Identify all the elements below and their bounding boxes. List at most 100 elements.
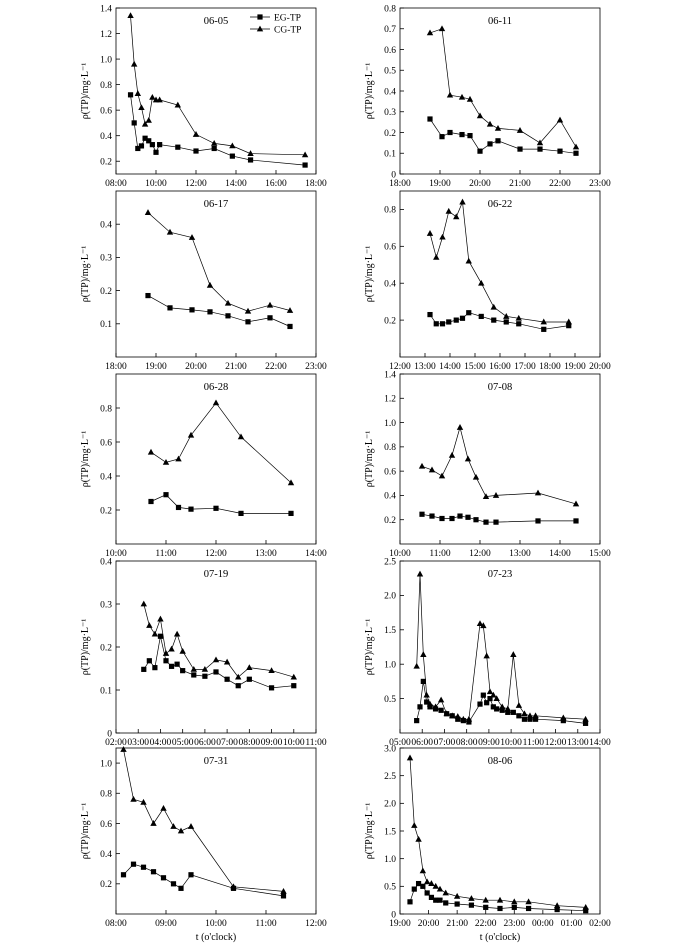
- data-point-triangle: [286, 307, 294, 313]
- data-point-triangle: [423, 691, 430, 698]
- data-point-square: [142, 135, 148, 141]
- data-point-triangle: [426, 230, 434, 236]
- data-point-square: [457, 513, 463, 519]
- data-point-square: [477, 148, 483, 154]
- series-line: [150, 494, 291, 514]
- data-point-square: [428, 894, 435, 900]
- y-tick-label: 2.0: [384, 800, 396, 810]
- data-point-triangle: [235, 673, 242, 680]
- data-point-square: [459, 131, 465, 138]
- data-point-triangle: [443, 710, 450, 717]
- data-point-triangle: [173, 630, 181, 637]
- plot-frame: [115, 560, 317, 734]
- data-point-triangle: [190, 665, 197, 672]
- x-tick-label: 18:00: [105, 362, 127, 372]
- data-point-triangle: [453, 892, 461, 899]
- data-point-triangle: [162, 650, 170, 656]
- y-tick-label: 0.7: [384, 25, 396, 35]
- legend-marker-eg: [257, 14, 263, 20]
- data-point-triangle: [556, 116, 564, 123]
- series-line: [416, 574, 586, 720]
- data-point-square: [127, 92, 134, 98]
- data-point-triangle: [442, 889, 449, 896]
- x-tick-label: 12:00: [185, 179, 207, 189]
- data-point-triangle: [536, 139, 544, 146]
- panel-07-19: 02:00 03:00 04:00 05:00 06:00 07:00 08:00 09:00…: [80, 557, 327, 748]
- data-point-triangle: [438, 472, 446, 479]
- data-point-triangle: [170, 823, 177, 829]
- data-point-triangle: [290, 673, 297, 680]
- x-tick-label: 13:00: [255, 549, 277, 559]
- series-EG-TP: [427, 116, 579, 156]
- x-tick-label: 23:00: [503, 919, 525, 929]
- data-point-square: [535, 518, 541, 524]
- y-tick-label: 0.5: [384, 67, 396, 77]
- x-tick-label: 12:00: [205, 549, 227, 559]
- data-point-triangle: [177, 827, 185, 834]
- panel-title: 06-05: [204, 16, 229, 27]
- data-point-triangle: [268, 667, 275, 674]
- data-point-square: [480, 692, 486, 698]
- series-line: [143, 636, 294, 689]
- x-tick-label: 14:00: [225, 179, 247, 189]
- data-point-triangle: [516, 127, 524, 133]
- data-point-triangle: [439, 233, 446, 240]
- data-point-triangle: [480, 622, 487, 629]
- x-tick-label: 16:00: [489, 362, 511, 372]
- x-tick-label: 11:00: [429, 549, 451, 559]
- data-point-square: [193, 148, 199, 154]
- series-line: [429, 200, 569, 323]
- series-EG-TP: [145, 292, 293, 330]
- data-point-square: [131, 120, 137, 126]
- y-tick-label: 0.4: [384, 87, 396, 97]
- data-point-square: [146, 658, 152, 664]
- y-tick-label: 0.6: [100, 438, 112, 448]
- plot-frame: [399, 560, 601, 734]
- series-line: [421, 513, 576, 523]
- data-point-triangle: [483, 652, 490, 659]
- data-point-square: [163, 658, 169, 664]
- series-line: [150, 402, 292, 484]
- y-tick-label: 0.2: [384, 316, 396, 326]
- y-tick-label: 1.0: [384, 855, 396, 865]
- data-point-square: [167, 305, 173, 311]
- x-tick-label: 09:00: [478, 738, 500, 748]
- y-tick-label: 0.6: [384, 243, 396, 253]
- series-CG-TP: [140, 600, 297, 680]
- data-point-triangle: [187, 431, 195, 438]
- x-tick-label: 03:00: [127, 738, 149, 748]
- panel-title: 06-11: [488, 16, 512, 27]
- data-point-triangle: [582, 715, 589, 722]
- data-point-square: [188, 506, 194, 512]
- data-point-triangle: [130, 60, 138, 67]
- y-tick-label: 1.4: [384, 370, 396, 380]
- data-point-triangle: [188, 234, 196, 240]
- x-tick-label: 10:00: [145, 179, 167, 189]
- data-point-triangle: [229, 142, 236, 149]
- y-tick-label: 0.2: [100, 158, 112, 168]
- data-point-square: [180, 668, 186, 674]
- series-line: [130, 15, 306, 156]
- data-point-square: [429, 513, 435, 519]
- data-point-square: [499, 707, 505, 713]
- y-tick-label: 0.8: [100, 404, 112, 414]
- data-point-square: [424, 890, 430, 896]
- series-EG-TP: [419, 511, 579, 525]
- data-point-square: [455, 716, 461, 722]
- data-point-square: [247, 157, 254, 163]
- data-point-square: [449, 515, 455, 522]
- data-point-triangle: [187, 823, 195, 829]
- data-point-square: [573, 518, 579, 524]
- panel-06-17: 18:00 19:00 20:00 21:00 22:00 23:00 0.1 0.2 0.3 0…: [80, 190, 327, 372]
- y-tick-label: 0.2: [384, 516, 396, 526]
- data-point-triangle: [582, 903, 589, 910]
- data-point-triangle: [472, 473, 480, 480]
- data-point-square: [146, 138, 152, 144]
- data-point-triangle: [453, 213, 460, 220]
- series-CG-TP: [426, 25, 580, 150]
- x-tick-label: 05:00: [389, 738, 411, 748]
- legend-label-cg: CG-TP: [274, 25, 301, 35]
- plot-frame: [399, 190, 601, 358]
- y-tick-label: 1.2: [100, 30, 112, 40]
